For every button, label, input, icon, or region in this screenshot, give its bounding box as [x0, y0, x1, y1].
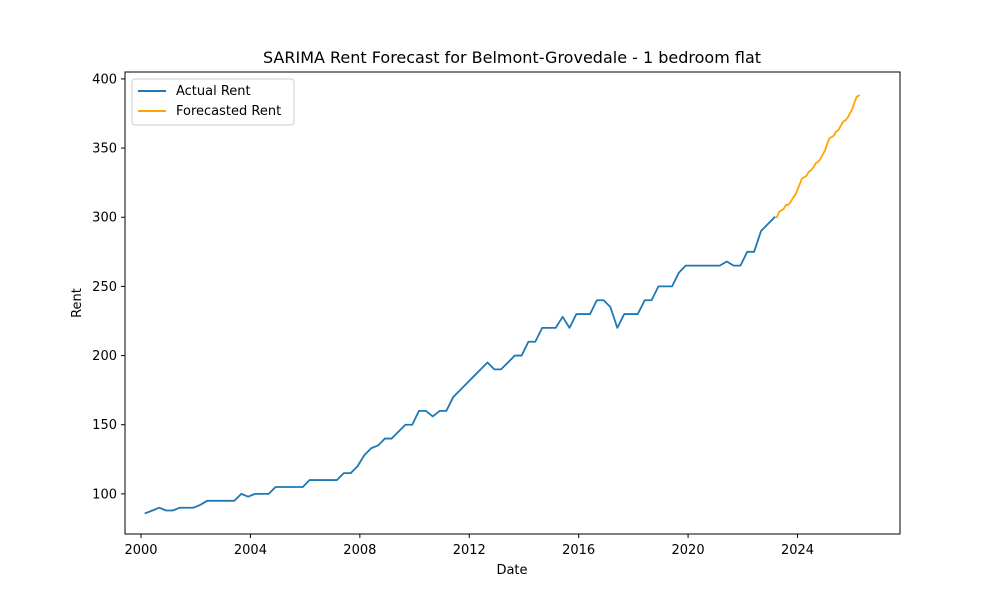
chart-title: SARIMA Rent Forecast for Belmont-Groveda…	[263, 48, 761, 67]
plot-frame	[124, 71, 901, 535]
y-tick-label: 100	[92, 487, 117, 502]
x-tick-label: 2008	[343, 543, 376, 558]
legend-box	[131, 78, 295, 126]
x-tick-label: 2004	[234, 543, 267, 558]
y-tick-label: 300	[92, 211, 117, 226]
y-tick-label: 350	[92, 142, 117, 157]
y-tick-label: 150	[92, 418, 117, 433]
legend-label-forecast: Forecasted Rent	[176, 104, 281, 119]
x-axis-label: Date	[496, 563, 527, 578]
x-tick-label: 2024	[781, 543, 814, 558]
y-axis-label: Rent	[70, 288, 85, 318]
y-tick-label: 200	[92, 349, 117, 364]
legend: Actual Rent Forecasted Rent	[131, 78, 295, 126]
actual-rent-line	[144, 215, 776, 515]
y-tick-label: 400	[92, 72, 117, 87]
plot-area	[125, 72, 900, 534]
x-tick-label: 2016	[562, 543, 595, 558]
y-tick-label: 250	[92, 280, 117, 295]
x-tick-label: 2012	[453, 543, 486, 558]
series-layer	[144, 94, 861, 515]
x-tick-label: 2000	[124, 543, 157, 558]
y-axis: 100 150 200 250 300 350 400	[92, 72, 125, 502]
forecasted-rent-line	[775, 94, 861, 219]
x-tick-label: 2020	[672, 543, 705, 558]
x-axis: 2000 2004 2008 2012 2016 2020 2024	[124, 534, 814, 558]
legend-label-actual: Actual Rent	[176, 84, 251, 99]
